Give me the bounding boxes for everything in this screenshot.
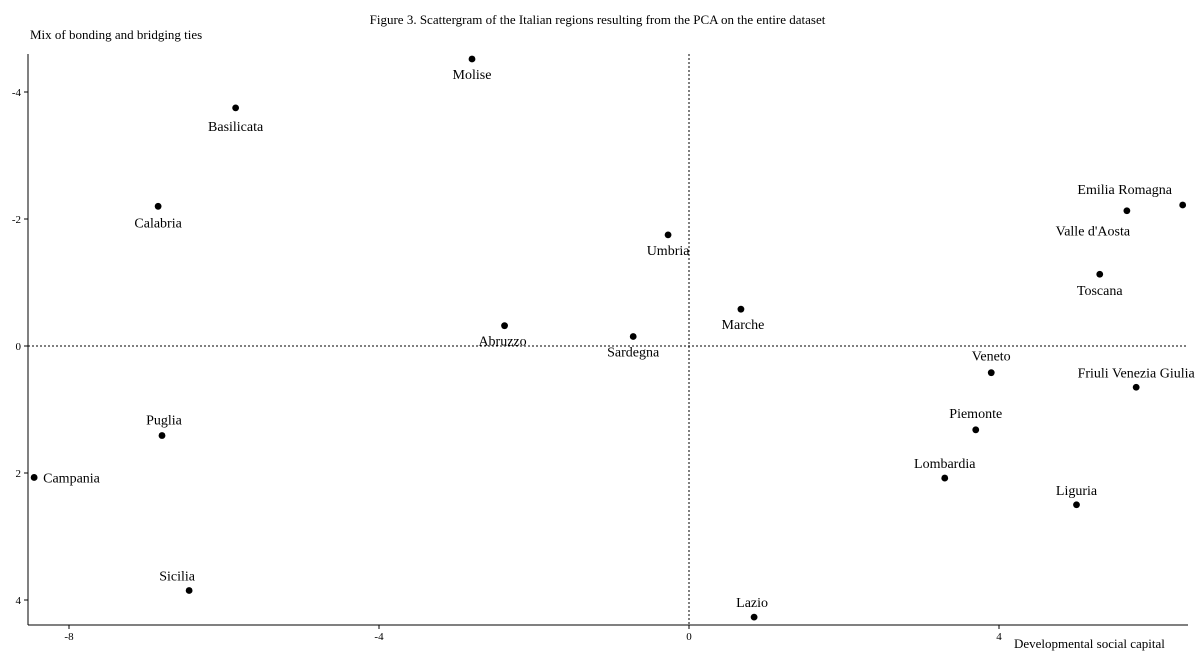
y-axis-label: Mix of bonding and bridging ties (30, 27, 203, 42)
y-tick-label: 2 (16, 468, 22, 480)
reference-lines (28, 54, 1188, 625)
point-group: Friuli Venezia Giulia (1078, 366, 1195, 391)
point-label: Toscana (1077, 284, 1123, 299)
y-axis-ticks: -4 -2 0 2 4 (12, 87, 28, 607)
data-point (737, 305, 745, 313)
x-axis-label: Developmental social capital (1014, 636, 1165, 651)
data-point (664, 231, 672, 239)
point-group: Lombardia (914, 457, 976, 482)
point-label: Veneto (972, 350, 1011, 365)
point-label: Emilia Romagna (1077, 183, 1172, 198)
point-label: Calabria (134, 216, 182, 231)
point-group: Toscana (1077, 270, 1123, 299)
y-tick-label: 4 (16, 595, 22, 607)
point-label: Abruzzo (478, 335, 526, 350)
data-point (154, 202, 162, 210)
plot-frame (27, 54, 1188, 626)
point-label: Lazio (736, 596, 768, 611)
point-group: Calabria (134, 202, 183, 231)
point-group: Campania (30, 471, 101, 486)
data-point (1123, 207, 1131, 215)
point-label: Campania (43, 471, 101, 486)
point-group: Veneto (972, 350, 1011, 377)
data-point (1132, 383, 1140, 391)
point-group: Marche (722, 305, 765, 333)
data-point (941, 474, 949, 482)
x-tick-label: 0 (686, 631, 692, 643)
point-group: Piemonte (949, 407, 1002, 434)
chart-title: Figure 3. Scattergram of the Italian reg… (369, 12, 826, 27)
data-point (629, 333, 637, 340)
data-point (1096, 270, 1104, 278)
data-point (185, 587, 193, 594)
point-group: Basilicata (208, 104, 264, 135)
data-point (1073, 501, 1080, 509)
y-tick-label: 0 (16, 341, 22, 353)
point-label: Friuli Venezia Giulia (1078, 366, 1195, 381)
data-point (468, 55, 476, 63)
point-label: Puglia (146, 414, 183, 429)
point-group: Sicilia (159, 569, 196, 594)
data-points: Molise Basilicata Calabria Umbria Marche Abru… (30, 55, 1195, 621)
y-tick-label: -2 (12, 214, 21, 226)
x-tick-label: 4 (996, 631, 1002, 643)
point-label: Basilicata (208, 120, 264, 135)
x-axis-ticks: -8 -4 0 4 (64, 625, 1002, 643)
data-point (972, 426, 980, 434)
x-tick-label: -4 (374, 631, 384, 643)
point-group: Molise (453, 55, 492, 83)
data-point (1179, 201, 1187, 209)
data-point (501, 322, 508, 330)
point-label: Sicilia (159, 569, 196, 584)
point-label: Umbria (647, 244, 691, 259)
x-tick-label: -8 (64, 631, 74, 643)
point-label: Marche (722, 318, 765, 333)
point-group: Puglia (146, 414, 183, 439)
point-group: Sardegna (607, 333, 660, 360)
point-label: Lombardia (914, 457, 976, 472)
point-label: Molise (453, 68, 492, 83)
point-label: Piemonte (949, 407, 1002, 422)
point-group: Lazio (736, 596, 768, 621)
point-group: Emilia Romagna (1077, 183, 1187, 209)
data-point (987, 369, 995, 377)
point-label: Liguria (1056, 484, 1098, 499)
data-point (750, 613, 758, 621)
point-group: Liguria (1056, 484, 1098, 509)
point-label: Valle d'Aosta (1056, 225, 1131, 240)
data-point (232, 104, 240, 112)
point-group: Valle d'Aosta (1056, 207, 1131, 240)
data-point (158, 432, 166, 439)
y-tick-label: -4 (12, 87, 22, 99)
point-group: Abruzzo (478, 322, 527, 350)
point-label: Sardegna (607, 345, 660, 360)
data-point (30, 474, 38, 481)
point-group: Umbria (647, 231, 691, 259)
